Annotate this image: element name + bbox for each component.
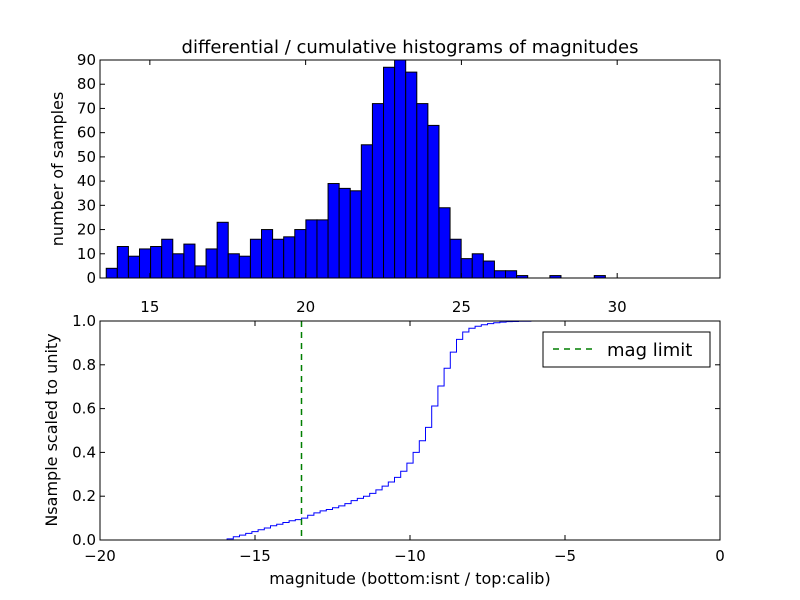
- histogram-bar: [405, 71, 418, 279]
- x-tick-label: 25: [452, 298, 471, 316]
- histogram-bar: [449, 238, 462, 279]
- histogram-bar: [216, 221, 229, 279]
- histogram-bar: [493, 270, 507, 279]
- y-tick-label: 30: [77, 196, 96, 214]
- y-tick-label: 20: [77, 221, 96, 239]
- y-tick-label: 0.6: [72, 400, 96, 418]
- x-tick-label: −10: [394, 547, 426, 565]
- y-tick-label: 90: [77, 51, 96, 69]
- x-tick-label: −20: [84, 547, 116, 565]
- x-tick-label: 20: [296, 298, 315, 316]
- histogram-bar: [205, 248, 218, 279]
- histogram-axes-frame: [99, 59, 721, 279]
- y-tick-label: 0.8: [72, 356, 96, 374]
- x-tick-label: 0: [715, 547, 725, 565]
- cumulative-step-line: [100, 320, 721, 541]
- histogram-bar: [349, 190, 362, 279]
- y-tick-label: 0.4: [72, 443, 96, 461]
- x-tick-label: 15: [140, 298, 159, 316]
- histogram-bar: [227, 253, 240, 279]
- y-tick-label: 0.0: [72, 531, 96, 549]
- histogram-bar: [371, 103, 385, 279]
- histogram-bar: [283, 236, 296, 279]
- histogram-bar: [261, 229, 274, 279]
- histogram-bar: [238, 255, 251, 279]
- histogram-bar: [183, 243, 196, 279]
- y-tick-label: 0.2: [72, 487, 96, 505]
- histogram-bar: [249, 238, 263, 279]
- histogram-bar: [482, 260, 495, 279]
- y-tick-label: 60: [77, 124, 96, 142]
- histogram-bar: [327, 183, 340, 279]
- histogram-bar: [127, 255, 141, 279]
- x-tick-label: 30: [608, 298, 627, 316]
- y-tick-label: 1.0: [72, 312, 96, 330]
- y-tick-label: 10: [77, 245, 96, 263]
- y-tick-label: 0: [86, 269, 96, 287]
- legend-box: [542, 331, 711, 368]
- histogram-bar: [416, 103, 429, 279]
- cumulative-ticks: 0.0 0.2 0.4 0.6 0.8 1.0 −20 −15 −10 −5 0: [72, 312, 725, 565]
- histogram-bar: [139, 248, 152, 279]
- histogram-bar: [360, 144, 373, 279]
- cumulative-xlabel: magnitude (bottom:isnt / top:calib): [269, 569, 550, 588]
- histogram-panel: differential / cumulative histograms of …: [48, 37, 721, 316]
- histogram-title: differential / cumulative histograms of …: [182, 37, 639, 58]
- cumulative-ylabel: Nsample scaled to unity: [42, 333, 61, 526]
- x-tick-label: −15: [239, 547, 271, 565]
- histogram-bar: [338, 187, 351, 279]
- histogram-bar: [161, 238, 174, 279]
- legend: mag limit: [542, 331, 711, 368]
- histogram-bar: [294, 229, 307, 279]
- histogram-bar: [272, 238, 285, 279]
- histogram-bar: [471, 253, 484, 279]
- histogram-bar: [316, 219, 329, 279]
- histogram-bar: [194, 265, 207, 279]
- histogram-bar: [305, 219, 318, 279]
- histogram-bar: [150, 246, 163, 279]
- histogram-bar: [383, 66, 396, 279]
- histogram-bar: [438, 207, 451, 279]
- cumulative-panel: 0.0 0.2 0.4 0.6 0.8 1.0 −20 −15 −10 −5 0 mag limit…: [42, 312, 725, 588]
- legend-label-mag-limit: mag limit: [607, 340, 692, 361]
- y-tick-label: 80: [77, 75, 96, 93]
- y-tick-label: 50: [77, 148, 96, 166]
- histogram-bar: [105, 267, 118, 279]
- histogram-bar: [172, 253, 185, 279]
- histogram-bar: [427, 124, 440, 279]
- y-tick-label: 40: [77, 172, 96, 190]
- histogram-bar: [116, 246, 129, 279]
- x-tick-label: −5: [554, 547, 576, 565]
- histogram-bar: [505, 270, 518, 279]
- histogram-ticks: 0 10 20 30 40 50 60 70 80 90 15 20 25 30: [77, 51, 720, 316]
- histogram-bar: [460, 258, 473, 279]
- y-tick-label: 70: [77, 99, 96, 117]
- histogram-ylabel: number of samples: [48, 92, 67, 247]
- cumulative-axes-frame: [99, 320, 721, 541]
- histogram-bar: [394, 59, 407, 279]
